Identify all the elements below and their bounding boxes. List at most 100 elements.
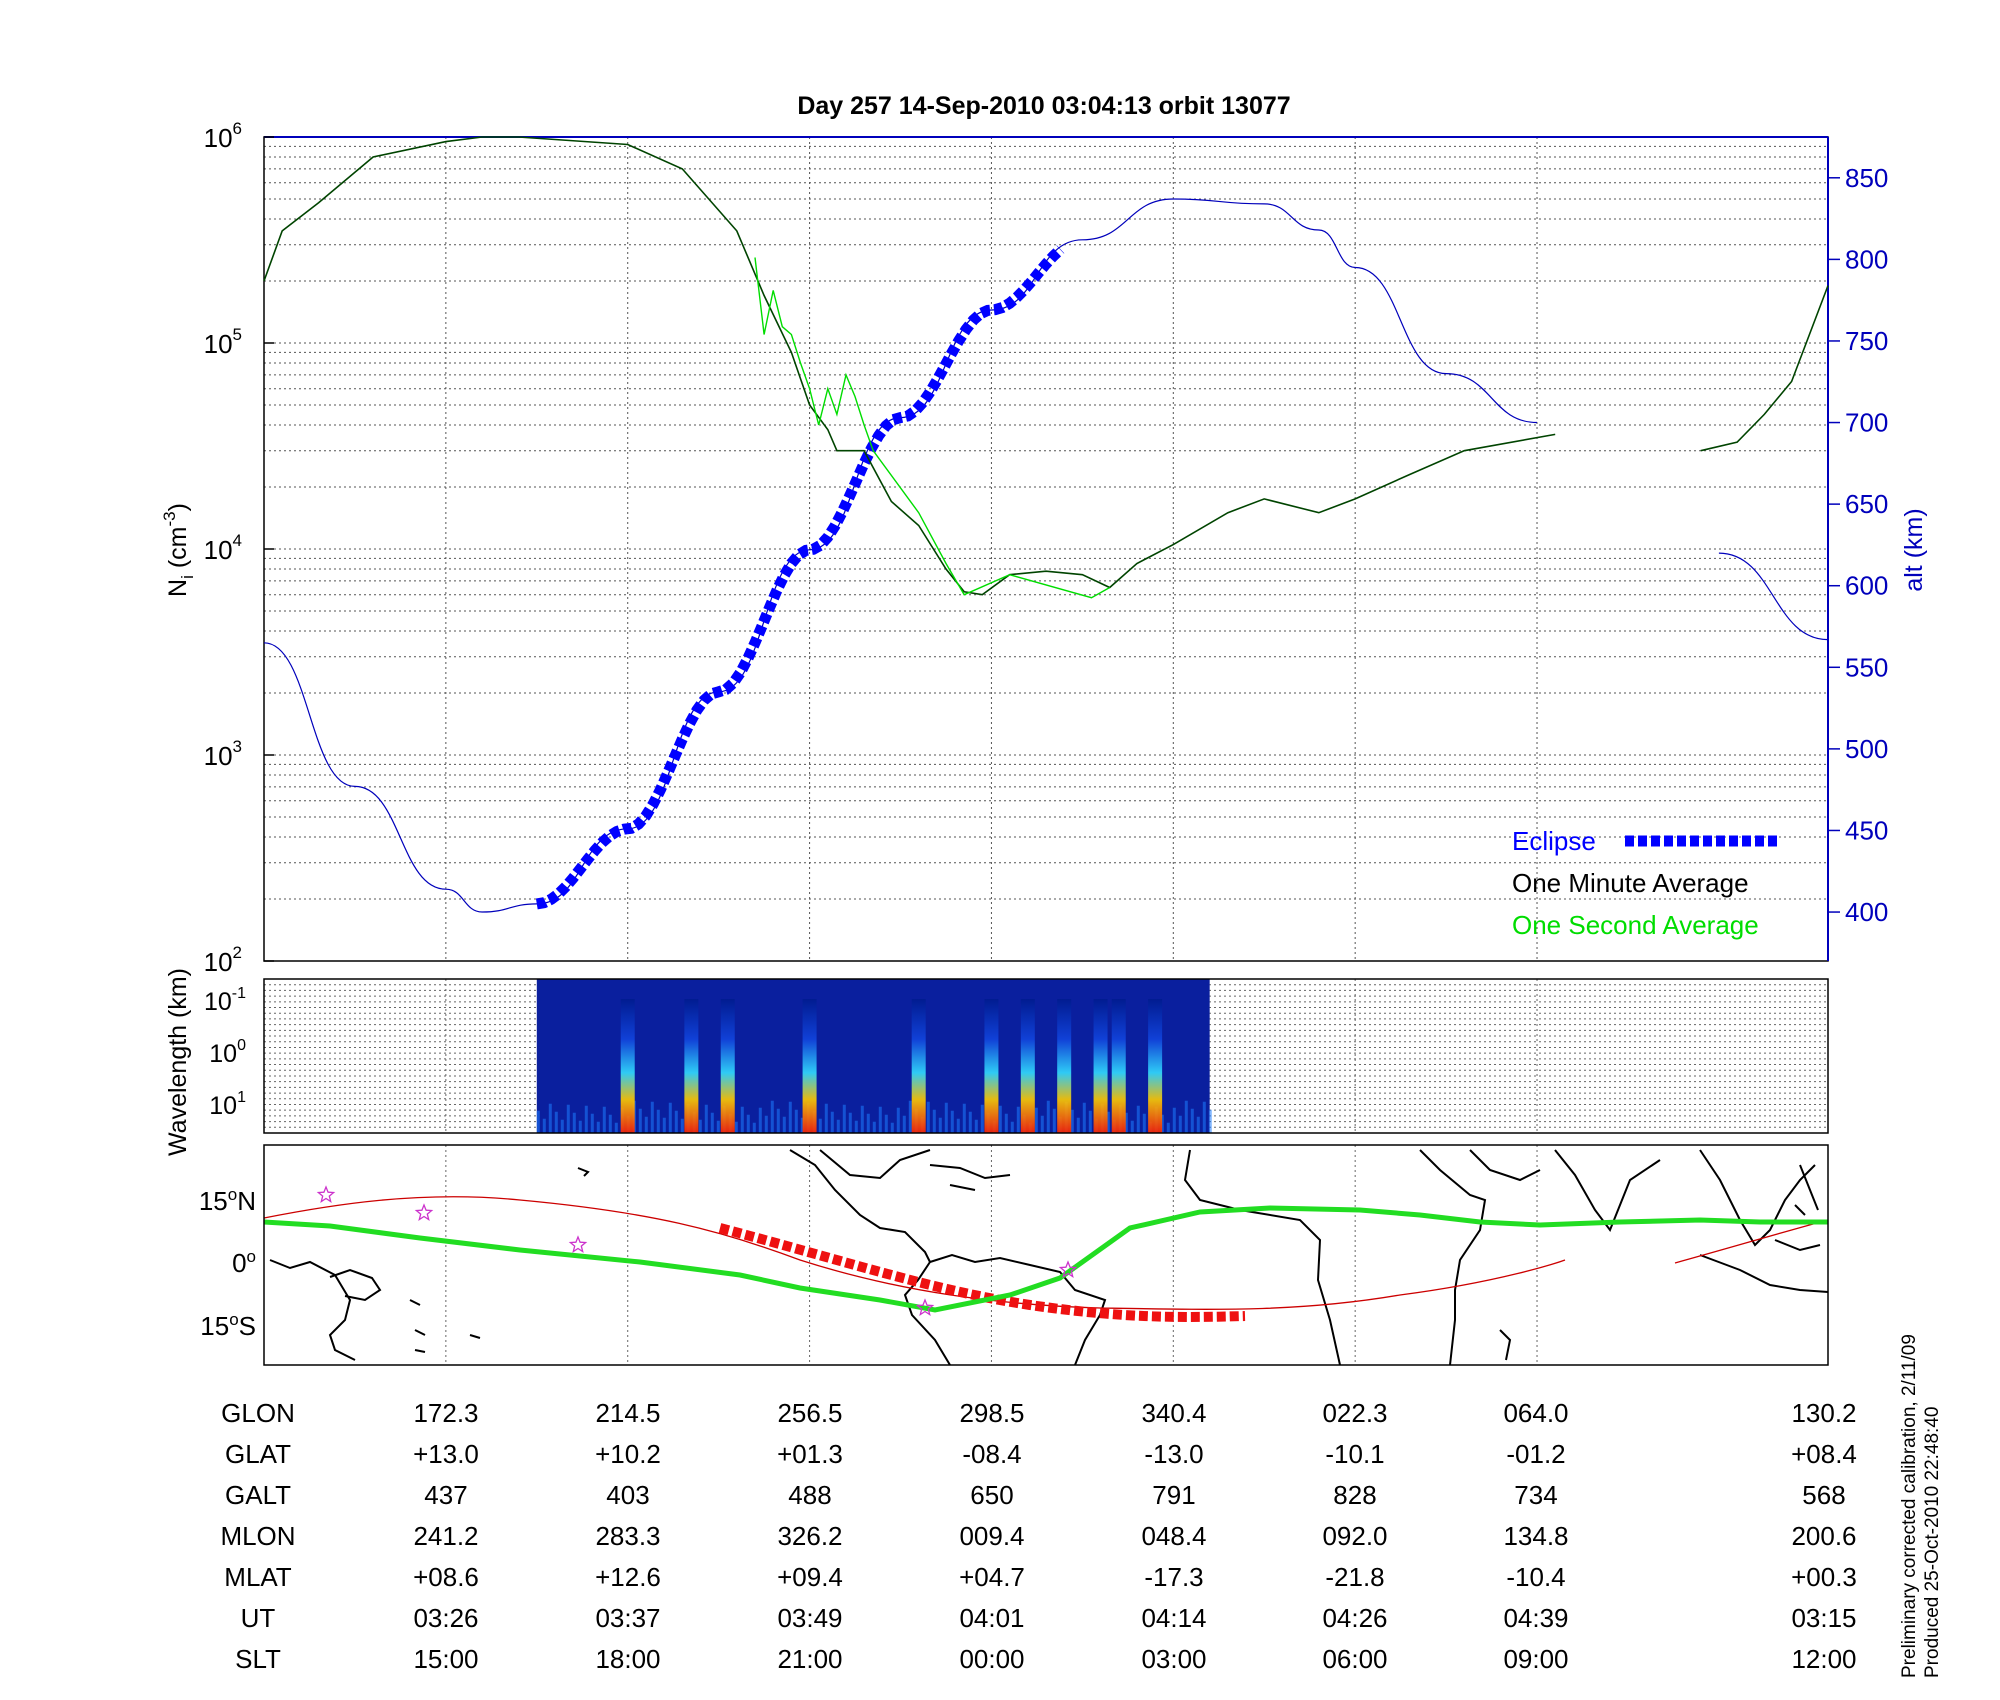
- table-cell: 734: [1514, 1480, 1557, 1510]
- table-cell: 048.4: [1141, 1521, 1206, 1551]
- table-cell: +12.6: [595, 1562, 661, 1592]
- coast-islands-sw: [409, 1299, 481, 1353]
- y-tick-exp: 3: [233, 737, 242, 756]
- spec-texture: [698, 1119, 702, 1133]
- table-cell: +08.6: [413, 1562, 479, 1592]
- alt-tick-label: 450: [1845, 815, 1888, 845]
- table-cell: 04:01: [959, 1603, 1024, 1633]
- coast-hawaii: [577, 1167, 590, 1177]
- spec-texture: [908, 1100, 912, 1133]
- coast-south-america: [929, 1253, 1107, 1366]
- spec-texture: [1076, 1117, 1080, 1133]
- alt-tick-label: 400: [1845, 897, 1888, 927]
- spec-texture: [572, 1112, 576, 1133]
- table-cell: 03:49: [777, 1603, 842, 1633]
- table-cell: 488: [788, 1480, 831, 1510]
- map-y-tick-degree-sign: o: [247, 1247, 256, 1266]
- spec-texture: [956, 1118, 960, 1133]
- coast-caribbean: [929, 1164, 1011, 1191]
- y-tick-label: 105: [204, 325, 242, 359]
- spec-texture: [836, 1119, 840, 1133]
- y-tick-base: 10: [204, 329, 233, 359]
- table-cell: 403: [606, 1480, 649, 1510]
- table-cell: 18:00: [595, 1644, 660, 1674]
- table-cell: 650: [970, 1480, 1013, 1510]
- altitude-series: [263, 198, 1829, 913]
- spec-texture: [1088, 1110, 1092, 1133]
- spectrogram-frame: [263, 978, 1829, 1134]
- coastlines: [269, 1149, 1829, 1366]
- spec-hot-column: [1093, 999, 1108, 1133]
- spec-texture: [860, 1105, 864, 1133]
- eclipse-series: [535, 245, 1065, 910]
- coast-central-america: [789, 1149, 931, 1263]
- spec-texture: [770, 1100, 774, 1133]
- table-cell: 568: [1802, 1480, 1845, 1510]
- table-cell: 340.4: [1141, 1398, 1206, 1428]
- spec-texture: [740, 1106, 744, 1133]
- table-cell: 04:26: [1322, 1603, 1387, 1633]
- spec-texture: [776, 1108, 780, 1133]
- spec-texture: [932, 1109, 936, 1133]
- coast-arabia: [1469, 1149, 1541, 1182]
- spectrogram-axis-label: Wavelength (km): [164, 968, 192, 1156]
- spec-texture: [998, 1105, 1002, 1133]
- spec-y-tick-exp: -1: [232, 985, 246, 1002]
- spec-texture: [1202, 1101, 1206, 1133]
- spec-texture: [590, 1113, 594, 1133]
- table-cell: 134.8: [1503, 1521, 1568, 1551]
- table-cell: 04:14: [1141, 1603, 1206, 1633]
- y-tick-exp: 2: [233, 943, 242, 962]
- spec-hot-column: [1057, 999, 1072, 1133]
- spec-texture: [758, 1107, 762, 1133]
- legend-minute-label: One Minute Average: [1512, 868, 1749, 898]
- table-cell: 00:00: [959, 1644, 1024, 1674]
- alt-tick-label: 500: [1845, 734, 1888, 764]
- alt-tick-label: 700: [1845, 408, 1888, 438]
- minute-average-series: [263, 136, 1829, 596]
- table-cell: +13.0: [413, 1439, 479, 1469]
- y-tick-label: 104: [204, 531, 242, 565]
- y-tick-label: 103: [204, 737, 242, 771]
- coast-madagascar: [1499, 1329, 1512, 1361]
- spec-texture: [890, 1122, 894, 1133]
- footnote: Preliminary corrected calibration, 2/11/…: [1899, 1329, 1943, 1678]
- map-markers: [316, 1185, 1078, 1316]
- table-cell: 828: [1333, 1480, 1376, 1510]
- spec-texture: [1160, 1114, 1164, 1133]
- spec-hot-column: [911, 999, 926, 1133]
- spec-texture: [872, 1121, 876, 1133]
- spec-texture: [842, 1104, 846, 1133]
- table-cell: -21.8: [1325, 1562, 1384, 1592]
- y-tick-label: 102: [204, 943, 242, 977]
- table-cell: 437: [424, 1480, 467, 1510]
- table-cell: 241.2: [413, 1521, 478, 1551]
- map-y-tick-deg: 0: [232, 1248, 246, 1278]
- spec-texture: [962, 1103, 966, 1133]
- map-tracks: [263, 1196, 1829, 1322]
- table-cell: +04.7: [959, 1562, 1025, 1592]
- spec-texture: [884, 1114, 888, 1133]
- map-y-tick-hem: S: [239, 1311, 256, 1341]
- table-cell: -08.4: [962, 1439, 1021, 1469]
- coast-new-guinea: [329, 1268, 382, 1302]
- spec-texture: [1190, 1108, 1194, 1133]
- ephemeris-table: GLON 172.3 214.5 256.5 298.5 340.4 022.3 064.0 1…: [220, 1398, 1856, 1674]
- spec-texture: [926, 1101, 930, 1133]
- star-marker-icon: [1058, 1260, 1078, 1278]
- spec-texture: [602, 1106, 606, 1133]
- magnetic-equator-line: [263, 1205, 1828, 1313]
- coast-philippines: [1794, 1164, 1819, 1216]
- table-cell: 21:00: [777, 1644, 842, 1674]
- spec-texture: [938, 1117, 942, 1133]
- coast-africa-east: [1419, 1149, 1487, 1366]
- alt-tick-label: 550: [1845, 652, 1888, 682]
- spec-y-tick-base: 10: [209, 1092, 237, 1120]
- spec-texture: [944, 1102, 948, 1133]
- table-cell: -13.0: [1144, 1439, 1203, 1469]
- table-row-label: SLT: [235, 1644, 281, 1674]
- spec-texture: [854, 1120, 858, 1133]
